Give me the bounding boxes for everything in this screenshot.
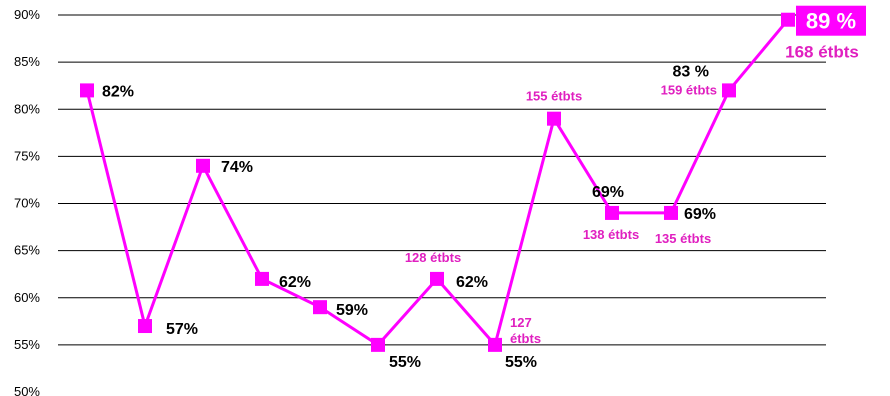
value-label: 57% <box>166 321 198 338</box>
series-markers <box>80 12 795 352</box>
y-tick-label: 80% <box>14 101 40 116</box>
count-label: 128 étbts <box>405 250 461 265</box>
value-label: 74% <box>221 159 253 176</box>
data-labels: 82% 57% 74% 62% 59% 55% 62% 128 étbts 55% 127étbt… <box>102 5 866 371</box>
data-point-marker <box>605 205 619 220</box>
value-label: 69% <box>592 184 624 201</box>
data-point-marker <box>255 271 269 286</box>
data-point-marker <box>488 337 502 352</box>
data-point-marker <box>313 300 327 315</box>
data-point-marker <box>196 158 210 173</box>
final-value-highlight-box <box>796 5 866 36</box>
value-label: 59% <box>336 302 368 319</box>
count-label: 155 étbts <box>526 89 582 104</box>
value-label: 62% <box>279 274 311 291</box>
y-tick-label: 60% <box>14 290 40 305</box>
y-tick-label: 70% <box>14 196 40 211</box>
count-label: 159 étbts <box>661 82 717 97</box>
count-label: 127 <box>510 315 532 330</box>
y-tick-label: 85% <box>14 54 40 69</box>
y-tick-label: 75% <box>14 148 40 163</box>
y-tick-label: 90% <box>14 7 40 22</box>
count-label: 135 étbts <box>655 231 711 246</box>
data-point-marker <box>371 337 385 352</box>
data-point-marker <box>664 205 678 220</box>
count-label: 138 étbts <box>583 227 639 242</box>
data-point-marker <box>430 271 444 286</box>
count-label: 168 étbts <box>785 43 859 62</box>
value-label: 69% <box>684 206 716 223</box>
value-label: 55% <box>505 354 537 371</box>
data-point-marker <box>781 12 795 27</box>
data-point-marker <box>138 319 152 334</box>
y-tick-label: 50% <box>14 384 40 396</box>
value-label: 83 % <box>673 63 709 80</box>
y-axis-tick-labels: 50% 55% 60% 65% 70% 75% 80% 85% 90% <box>14 7 40 396</box>
value-label: 82% <box>102 83 134 100</box>
y-tick-label: 55% <box>14 337 40 352</box>
data-point-marker <box>80 83 94 98</box>
gridlines <box>58 14 826 346</box>
data-point-marker <box>547 111 561 126</box>
count-label: étbts <box>510 331 541 346</box>
final-value-label: 89 % <box>806 9 856 34</box>
value-label: 55% <box>389 354 421 371</box>
y-tick-label: 65% <box>14 243 40 258</box>
value-label: 62% <box>456 274 488 291</box>
data-point-marker <box>722 83 736 98</box>
